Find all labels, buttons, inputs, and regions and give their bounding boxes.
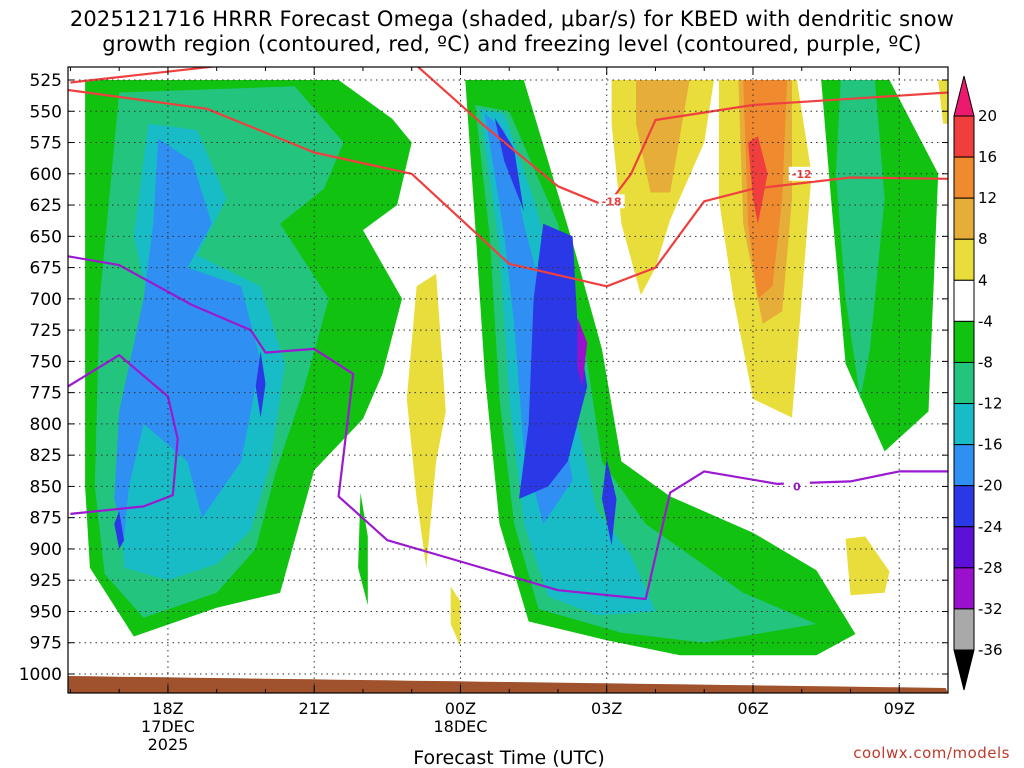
colorbar-bin: [953, 444, 975, 487]
omega-region: [601, 458, 617, 546]
y-tick-label: 700: [30, 290, 62, 310]
y-tick-label: 1000: [19, 665, 62, 685]
y-tick-label: 625: [30, 196, 62, 216]
y-tick-label: 875: [30, 509, 62, 529]
contour-line: [68, 354, 179, 515]
colorbar-bin: [953, 526, 975, 569]
x-tick-label: 03Z: [591, 699, 622, 718]
contour-line: [68, 88, 948, 288]
axes: 525 550 575 600 625 650 675 700 725 750 775 800 825 8…: [19, 66, 949, 754]
x-tick-label: 00Z: [445, 699, 476, 718]
plot-frame: [67, 66, 949, 694]
chart-title-line1: 2025121716 HRRR Forecast Omega (shaded, …: [69, 7, 955, 31]
y-tick-label: 950: [30, 602, 62, 622]
colorbar-bin: [953, 279, 975, 322]
grid: [68, 67, 948, 693]
omega-region: [743, 80, 788, 299]
colorbar-label: 8: [978, 230, 988, 248]
contour-label: -18: [602, 195, 622, 208]
x-tick-sublabel: 2025: [148, 735, 189, 754]
omega-region: [845, 536, 890, 596]
contour-label: 0: [793, 480, 801, 493]
omega-region: [114, 138, 261, 537]
y-tick-label: 650: [30, 227, 62, 247]
omega-region: [406, 273, 446, 568]
contour-label: -12: [792, 168, 812, 181]
colorbar-label: -36: [978, 641, 1003, 659]
omega-region: [255, 351, 266, 418]
contour-label-bg: [788, 166, 815, 181]
y-tick-label: 800: [30, 415, 62, 435]
omega-region: [636, 80, 690, 193]
y-tick-label: 900: [30, 540, 62, 560]
colorbar-bin: [953, 197, 975, 240]
y-tick-label: 725: [30, 321, 62, 341]
y-tick-label: 750: [30, 352, 62, 372]
colorbar-bin: [953, 485, 975, 528]
y-tick-label: 975: [30, 634, 62, 654]
omega-region: [835, 80, 885, 399]
colorbar-label: -24: [978, 518, 1003, 536]
y-tick-label: 850: [30, 477, 62, 497]
colorbar-label: -32: [978, 600, 1003, 618]
omega-region: [450, 586, 461, 647]
colorbar-bin: [953, 156, 975, 199]
colorbar-bin: [953, 238, 975, 281]
colorbar-label: 4: [978, 271, 988, 289]
colorbar-label: -20: [978, 477, 1003, 495]
watermark-text[interactable]: coolwx.com/models: [853, 744, 1010, 762]
y-tick-label: 600: [30, 165, 62, 185]
x-axis-title: Forecast Time (UTC): [413, 747, 604, 768]
colorbar-bin: [953, 403, 975, 446]
colorbar-label: 12: [978, 189, 997, 207]
colorbar-bin: [953, 320, 975, 363]
colorbar-top-arrow: [953, 75, 975, 117]
x-tick-label: 21Z: [299, 699, 330, 718]
chart-title-line2: growth region (contoured, red, ºC) and f…: [102, 32, 922, 56]
y-tick-label: 675: [30, 259, 62, 279]
y-tick-label: 775: [30, 384, 62, 404]
x-tick-label: 06Z: [737, 699, 768, 718]
omega-region: [358, 492, 368, 606]
y-tick-label: 925: [30, 571, 62, 591]
x-tick-label: 09Z: [884, 699, 915, 718]
colorbar-label: 20: [978, 107, 997, 125]
colorbar-bin: [953, 608, 975, 651]
colorbar-bin: [953, 567, 975, 610]
colorbar-label: -8: [978, 353, 993, 371]
colorbar-bin: [953, 361, 975, 405]
x-tick-sublabel: 18DEC: [433, 717, 487, 736]
terrain-fill: [68, 676, 948, 693]
colorbar-label: -4: [978, 312, 993, 330]
omega-region: [114, 511, 125, 549]
colorbar-label: -28: [978, 559, 1003, 577]
y-tick-label: 575: [30, 134, 62, 154]
y-tick-label: 550: [30, 102, 62, 122]
colorbar-bin: [953, 115, 975, 158]
omega-region: [748, 136, 768, 224]
plot-area: -18 -12 0: [68, 67, 948, 693]
x-tick-sublabel: 17DEC: [141, 717, 195, 736]
y-tick-label: 525: [30, 71, 62, 91]
colorbar: 20 16 12 8 4 -4 -8 -12 -16 -20 -24 -28 -32 -36: [953, 75, 1003, 691]
colorbar-label: 16: [978, 148, 997, 166]
y-tick-label: 825: [30, 446, 62, 466]
colorbar-label: -12: [978, 395, 1003, 413]
omega-region: [577, 317, 588, 387]
x-tick-label: 18Z: [152, 699, 183, 718]
colorbar-bottom-arrow: [953, 649, 975, 691]
omega-region: [938, 80, 948, 124]
contour-label-bg: [783, 479, 810, 494]
colorbar-label: -16: [978, 436, 1003, 454]
